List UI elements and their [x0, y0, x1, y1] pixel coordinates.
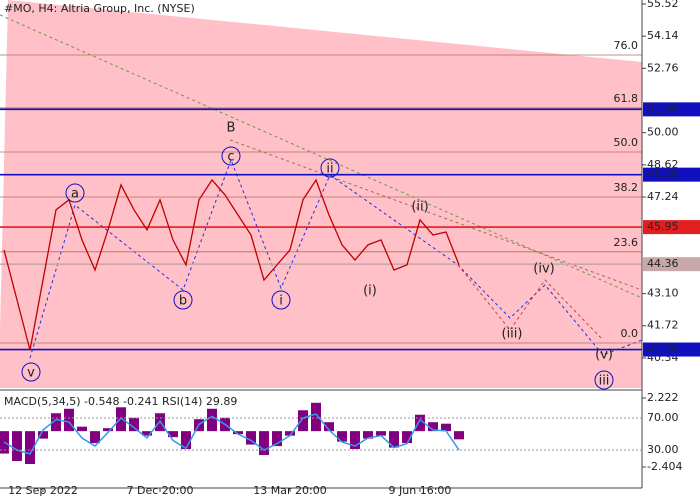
- wave-label: a: [71, 187, 79, 202]
- wave-label: (i): [363, 284, 377, 299]
- macd-bar: [402, 431, 412, 444]
- wave-circle: [65, 183, 85, 203]
- rsi-tick-label: 30.00: [647, 443, 679, 456]
- y-tick-label: 50.00: [647, 126, 679, 139]
- wave-label: iii: [599, 374, 610, 389]
- macd-bar: [51, 413, 61, 432]
- y-tick-label: 54.14: [647, 29, 679, 42]
- macd-bar: [77, 426, 87, 432]
- wave-circle: [271, 290, 291, 310]
- macd-bar: [324, 422, 334, 432]
- macd-bar: [64, 408, 74, 432]
- wave-circle: [21, 362, 41, 382]
- price-tag-label: 48.20: [647, 168, 679, 181]
- price-tag-label: 45.95: [647, 220, 679, 233]
- macd-bar: [103, 428, 113, 432]
- wave-label: (v): [595, 348, 613, 363]
- macd-bar: [298, 410, 308, 432]
- macd-bar: [441, 423, 451, 432]
- macd-bar: [454, 431, 464, 440]
- price-tag-label: 51.00: [647, 102, 679, 115]
- macd-tick-label: -2.404: [647, 460, 682, 473]
- macd-bar: [207, 408, 217, 432]
- price-tag-label: 44.36: [647, 257, 679, 270]
- indicator-title: MACD(5,34,5) -0.548 -0.241 RSI(14) 29.89: [4, 395, 237, 408]
- macd-bar: [337, 431, 347, 442]
- wave-circle: [594, 370, 614, 390]
- x-tick-label: 9 Jun 16:00: [389, 484, 452, 497]
- macd-bar: [363, 431, 373, 439]
- macd-bar: [376, 431, 386, 436]
- macd-bar: [168, 431, 178, 438]
- fib-label: 23.6: [614, 236, 639, 249]
- fib-label: 0.0: [621, 327, 639, 340]
- macd-bar: [142, 431, 152, 436]
- wave-label: B: [227, 121, 236, 136]
- macd-bar: [246, 431, 256, 445]
- macd-tick-label: 2.222: [647, 391, 679, 404]
- price-tag: [643, 220, 700, 235]
- macd-bar: [233, 431, 243, 435]
- x-tick-label: 13 Mar 20:00: [253, 484, 326, 497]
- macd-bar: [389, 431, 399, 448]
- wave-circle: [221, 146, 241, 166]
- wave-label: ii: [326, 162, 333, 177]
- rsi-line: [3, 413, 460, 455]
- macd-bar: [116, 407, 126, 432]
- price-line: [3, 178, 460, 351]
- wave-label: (iv): [533, 262, 554, 277]
- x-tick-label: 7 Dec 20:00: [127, 484, 194, 497]
- y-tick-label: 52.76: [647, 61, 679, 74]
- wave-label: i: [279, 294, 283, 309]
- price-tag-label: 40.70: [647, 343, 679, 356]
- wave-circle: [173, 290, 193, 310]
- macd-bar: [415, 414, 425, 432]
- macd-bar: [311, 402, 321, 432]
- price-tag: [643, 257, 700, 272]
- macd-bar: [38, 431, 48, 439]
- fib-label: 76.0: [614, 39, 639, 52]
- macd-bar: [90, 431, 100, 444]
- price-tag: [643, 102, 700, 117]
- macd-bar: [272, 431, 282, 447]
- y-tick-label: 47.24: [647, 190, 679, 203]
- wave-label: (iii): [502, 327, 523, 342]
- wave-label: c: [227, 150, 234, 165]
- macd-bar: [129, 417, 139, 432]
- macd-bar: [25, 431, 35, 464]
- macd-bar: [12, 431, 22, 461]
- trend-line: [229, 139, 643, 291]
- y-tick-label: 48.62: [647, 158, 679, 171]
- chart-title: #MO, H4: Altria Group, Inc. (NYSE): [4, 2, 195, 15]
- price-tag: [643, 167, 700, 182]
- x-tick-label: 12 Sep 2022: [8, 484, 78, 497]
- fib-label: 38.2: [614, 181, 639, 194]
- macd-bar: [285, 431, 295, 436]
- y-tick-label: 43.10: [647, 287, 679, 300]
- wave-circle: [320, 158, 340, 178]
- wave-label: (ii): [411, 200, 428, 215]
- y-tick-label: 55.52: [647, 0, 679, 10]
- wave-label: b: [179, 294, 187, 309]
- macd-bar: [181, 431, 191, 450]
- macd-bar: [259, 431, 269, 456]
- rsi-tick-label: 70.00: [647, 411, 679, 424]
- macd-bar: [428, 422, 438, 432]
- fib-label: 50.0: [614, 136, 639, 149]
- wave-label: v: [27, 366, 35, 381]
- price-tag: [643, 342, 700, 357]
- fib-label: 61.8: [614, 92, 639, 105]
- y-tick-label: 41.72: [647, 319, 679, 332]
- macd-bar: [350, 431, 360, 450]
